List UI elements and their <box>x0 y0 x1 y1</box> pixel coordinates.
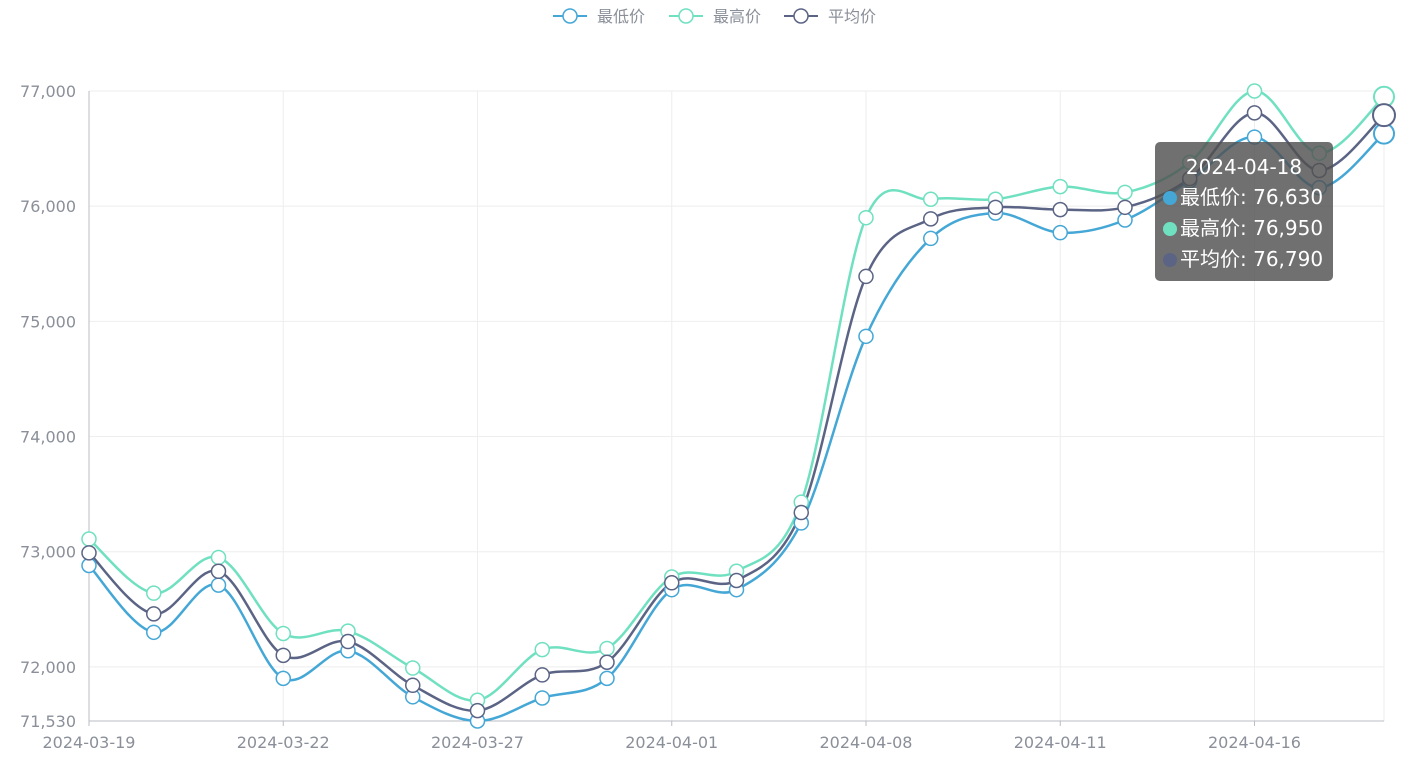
x-tick-label: 2024-04-08 <box>820 733 913 752</box>
legend-marker-low <box>562 8 578 24</box>
data-point-avg <box>469 702 486 719</box>
tooltip-row-low: 最低价: 76,630 <box>1163 182 1325 213</box>
data-point-avg <box>1246 105 1263 121</box>
tooltip-row-high: 最高价: 76,950 <box>1163 213 1325 244</box>
legend-marker-high <box>678 8 694 24</box>
data-point-avg <box>1117 199 1133 216</box>
data-point-high <box>1052 178 1068 195</box>
data-point-avg <box>793 504 809 521</box>
data-point-avg <box>1372 103 1396 128</box>
tooltip-row-avg: 平均价: 76,790 <box>1163 244 1325 275</box>
data-point-avg <box>534 667 550 683</box>
tooltip-value-high: 最高价: 76,950 <box>1180 216 1324 240</box>
data-point-avg <box>210 563 227 580</box>
data-point-avg <box>340 633 356 650</box>
data-point-avg <box>146 606 162 622</box>
data-point-high <box>1246 83 1263 99</box>
data-point-avg <box>923 211 939 227</box>
data-point-avg <box>275 647 291 664</box>
tooltip-date: 2024-04-18 <box>1185 155 1303 179</box>
y-tick-label: 73,000 <box>20 543 76 562</box>
data-point-high <box>1117 184 1133 201</box>
data-point-high <box>210 549 227 566</box>
data-point-high <box>81 531 97 547</box>
data-point-high <box>858 209 874 226</box>
data-point-high <box>534 641 550 658</box>
y-tick-label: 71,530 <box>20 712 76 731</box>
data-point-high <box>275 625 291 642</box>
data-point-avg <box>664 575 680 591</box>
x-tick-label: 2024-04-01 <box>625 733 718 752</box>
y-tick-label: 75,000 <box>20 312 76 331</box>
data-point-low <box>858 328 874 345</box>
y-tick-label: 77,000 <box>20 82 76 101</box>
tooltip-dot-avg <box>1163 252 1177 267</box>
tooltip-value-low: 最低价: 76,630 <box>1180 185 1324 209</box>
legend-label-low: 最低价 <box>597 7 645 26</box>
data-point-low <box>275 670 291 687</box>
y-tick-label: 72,000 <box>20 658 76 677</box>
data-point-low <box>210 577 227 593</box>
data-point-avg <box>1052 201 1068 218</box>
data-point-low <box>534 690 550 706</box>
tooltip-dot-high <box>1163 221 1177 236</box>
axes: 71,530 72,000 73,000 74,000 75,000 76,000 77,0… <box>20 82 1384 752</box>
data-point-low <box>923 230 939 247</box>
x-tick-label: 2024-03-19 <box>43 733 136 752</box>
legend-label-high: 最高价 <box>713 7 761 26</box>
data-point-avg <box>858 268 874 285</box>
legend[interactable]: 最低价 最高价 平均价 <box>553 7 876 26</box>
data-point-avg <box>728 572 745 589</box>
x-tick-label: 2024-04-16 <box>1208 733 1301 752</box>
data-point-low <box>146 624 162 641</box>
legend-item-avg[interactable]: 平均价 <box>784 7 876 26</box>
x-tick-label: 2024-03-27 <box>431 733 524 752</box>
data-point-low <box>1052 224 1068 241</box>
tooltip-value-avg: 平均价: 76,790 <box>1180 247 1324 271</box>
x-tick-label: 2024-03-22 <box>237 733 330 752</box>
data-point-high <box>405 660 421 676</box>
tooltip-dot-low <box>1163 190 1177 205</box>
data-point-high <box>923 191 939 208</box>
legend-marker-avg <box>793 8 809 24</box>
data-point-avg <box>81 545 97 561</box>
x-tick-label: 2024-04-11 <box>1014 733 1107 752</box>
data-point-avg <box>987 199 1004 216</box>
tooltip: 2024-04-18 最低价: 76,630 最高价: 76,950 平均价: … <box>1155 142 1333 281</box>
y-tick-label: 76,000 <box>20 197 76 216</box>
data-point-low <box>599 670 615 687</box>
data-point-high <box>599 640 615 657</box>
legend-item-high[interactable]: 最高价 <box>669 7 761 26</box>
y-tick-label: 74,000 <box>20 428 76 447</box>
data-point-avg <box>405 677 421 694</box>
data-point-low <box>1117 212 1133 228</box>
legend-item-low[interactable]: 最低价 <box>553 7 645 26</box>
data-point-high <box>146 585 162 601</box>
legend-label-avg: 平均价 <box>828 7 876 26</box>
series-points <box>81 83 1396 729</box>
data-point-avg <box>599 654 615 671</box>
data-point-low <box>81 557 97 574</box>
